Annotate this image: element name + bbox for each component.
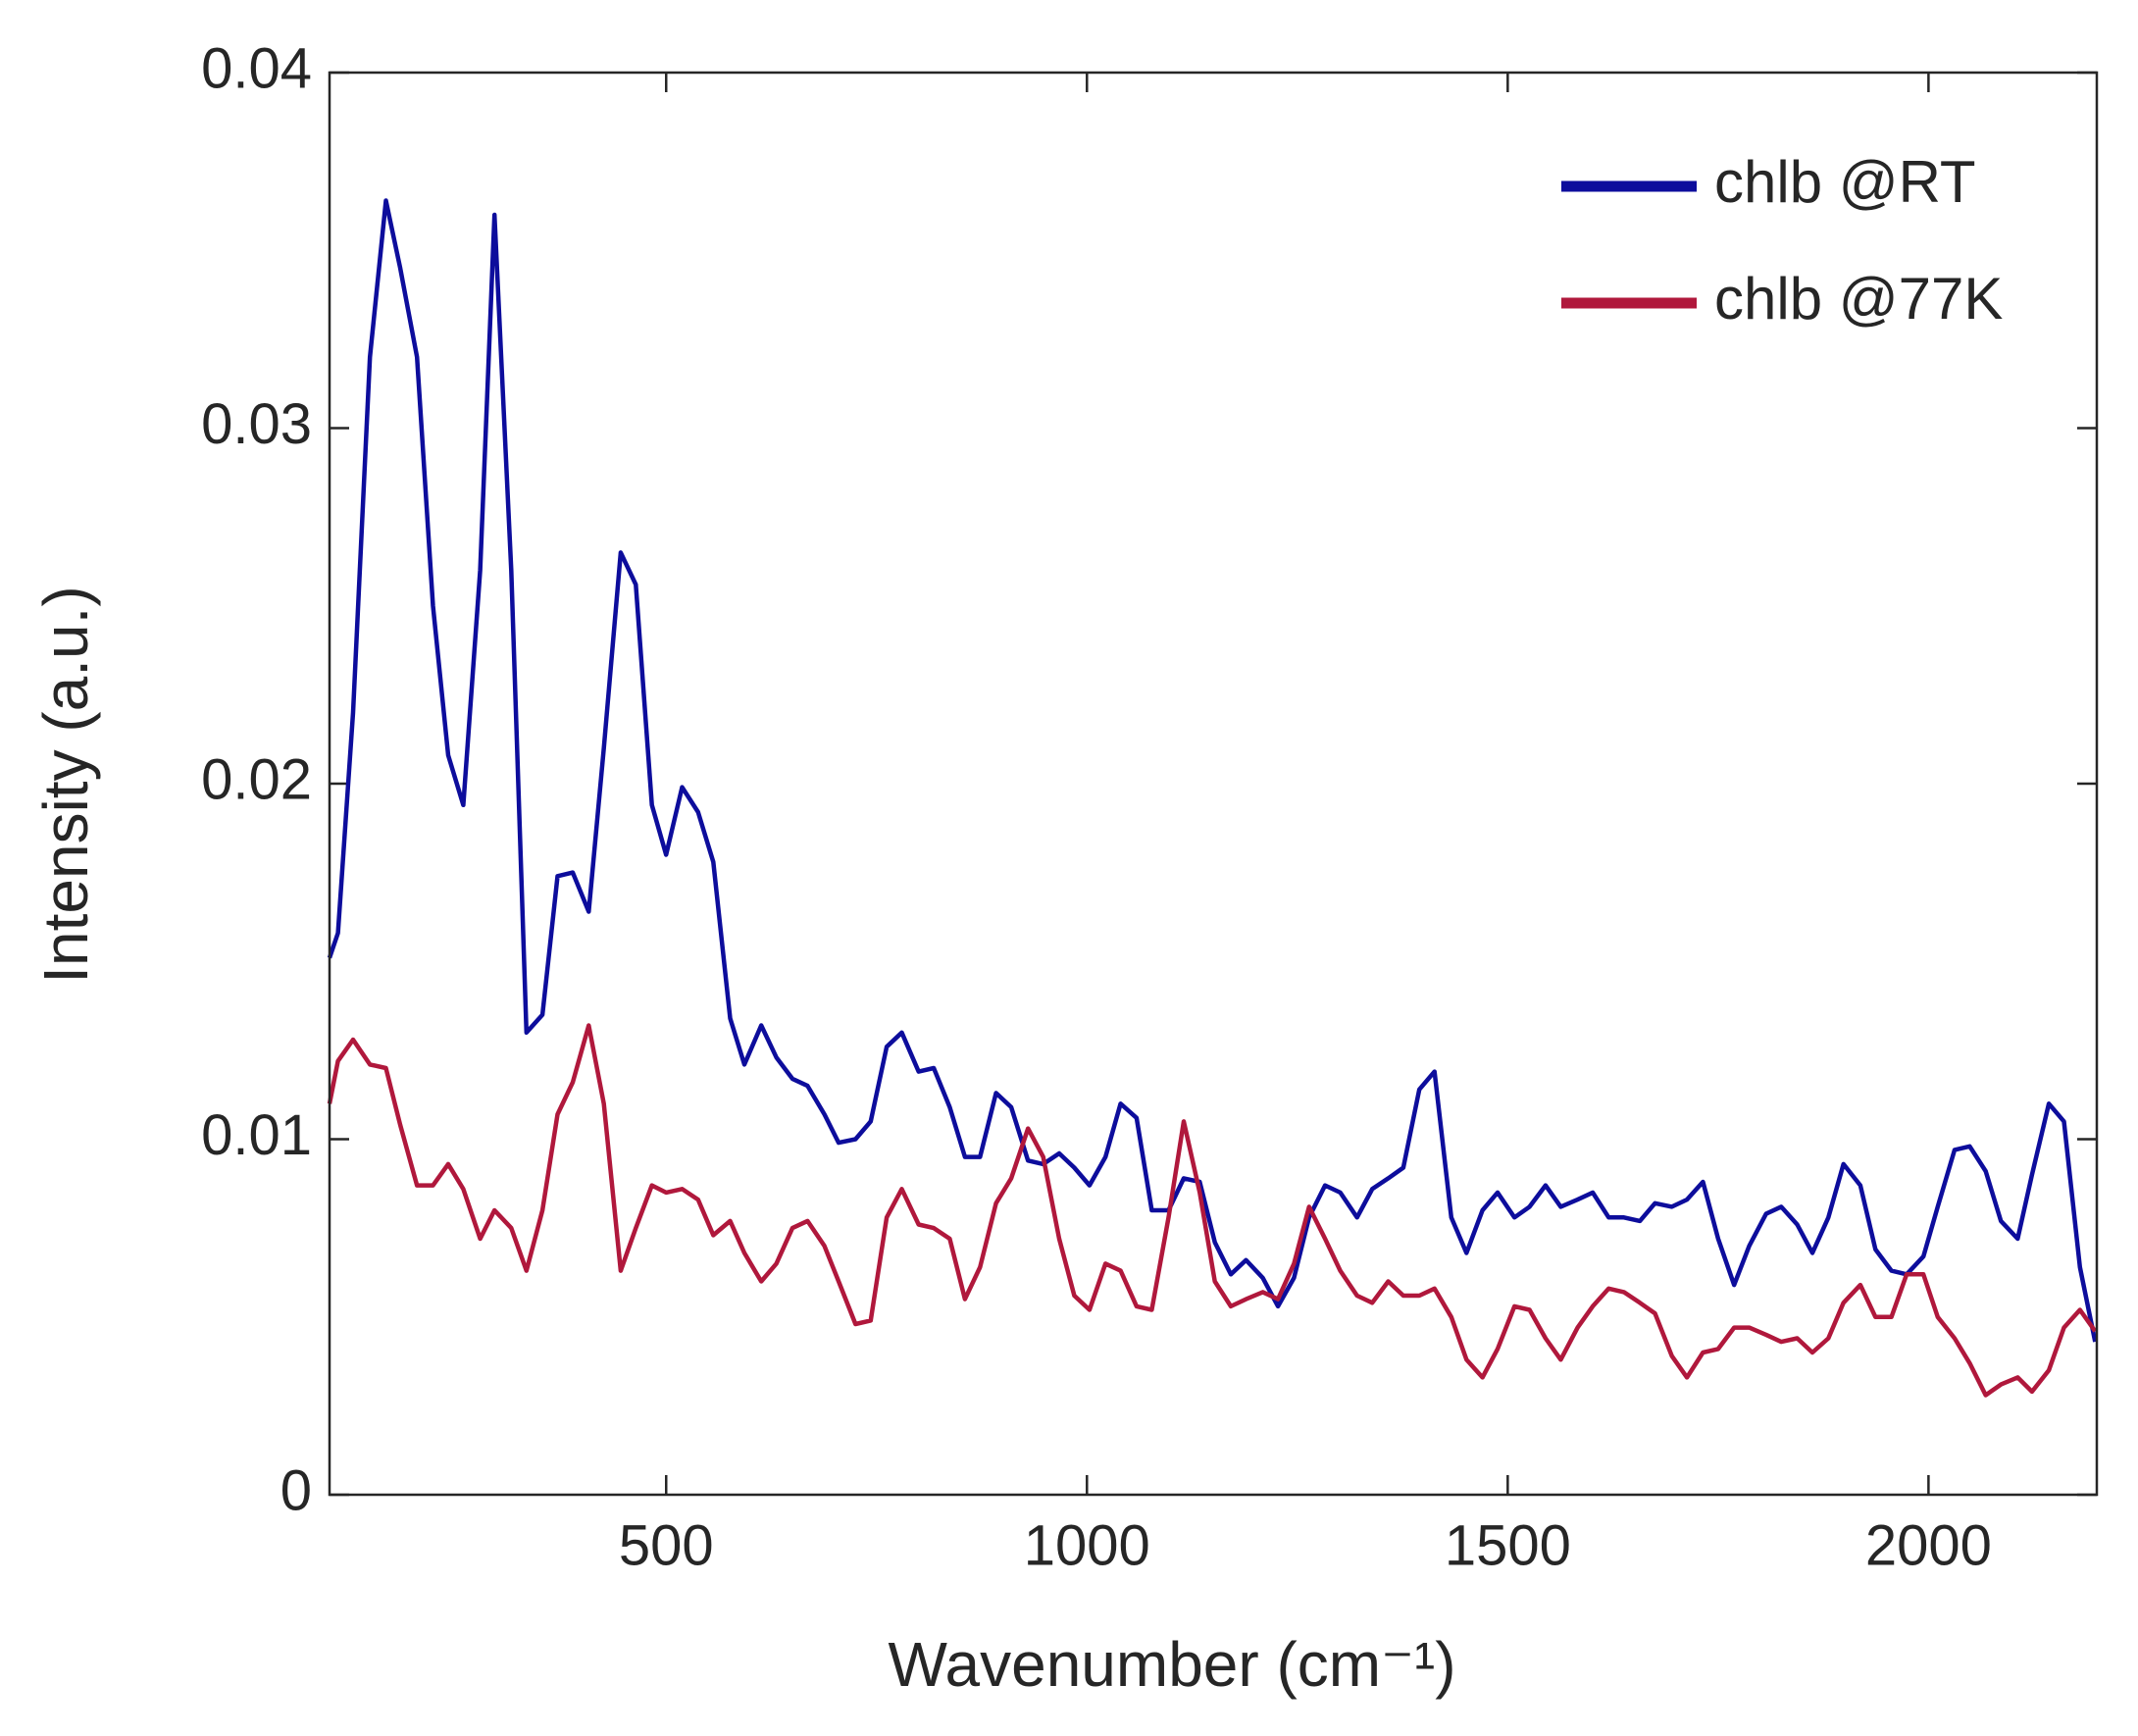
x-tick-label: 2000 [1865,1513,1992,1577]
y-tick-label: 0 [280,1458,312,1522]
x-tick-label: 1000 [1024,1513,1150,1577]
x-tick-label: 1500 [1445,1513,1571,1577]
x-axis-label: Wavenumber (cm⁻¹) [888,1629,1455,1700]
y-tick-label: 0.03 [201,392,312,456]
legend-text: chlb @RT [1714,149,1976,215]
data-line [327,198,2098,1343]
data-line [327,1023,2098,1398]
y-axis-label: Intensity (a.u.) [30,586,101,984]
y-tick-label: 0.02 [201,747,312,811]
legend-text: chlb @77K [1714,266,2003,332]
y-tick-label: 0.01 [201,1103,312,1167]
x-tick-label: 500 [619,1513,714,1577]
y-tick-label: 0.04 [201,36,312,100]
plot-frame [328,71,2099,1497]
